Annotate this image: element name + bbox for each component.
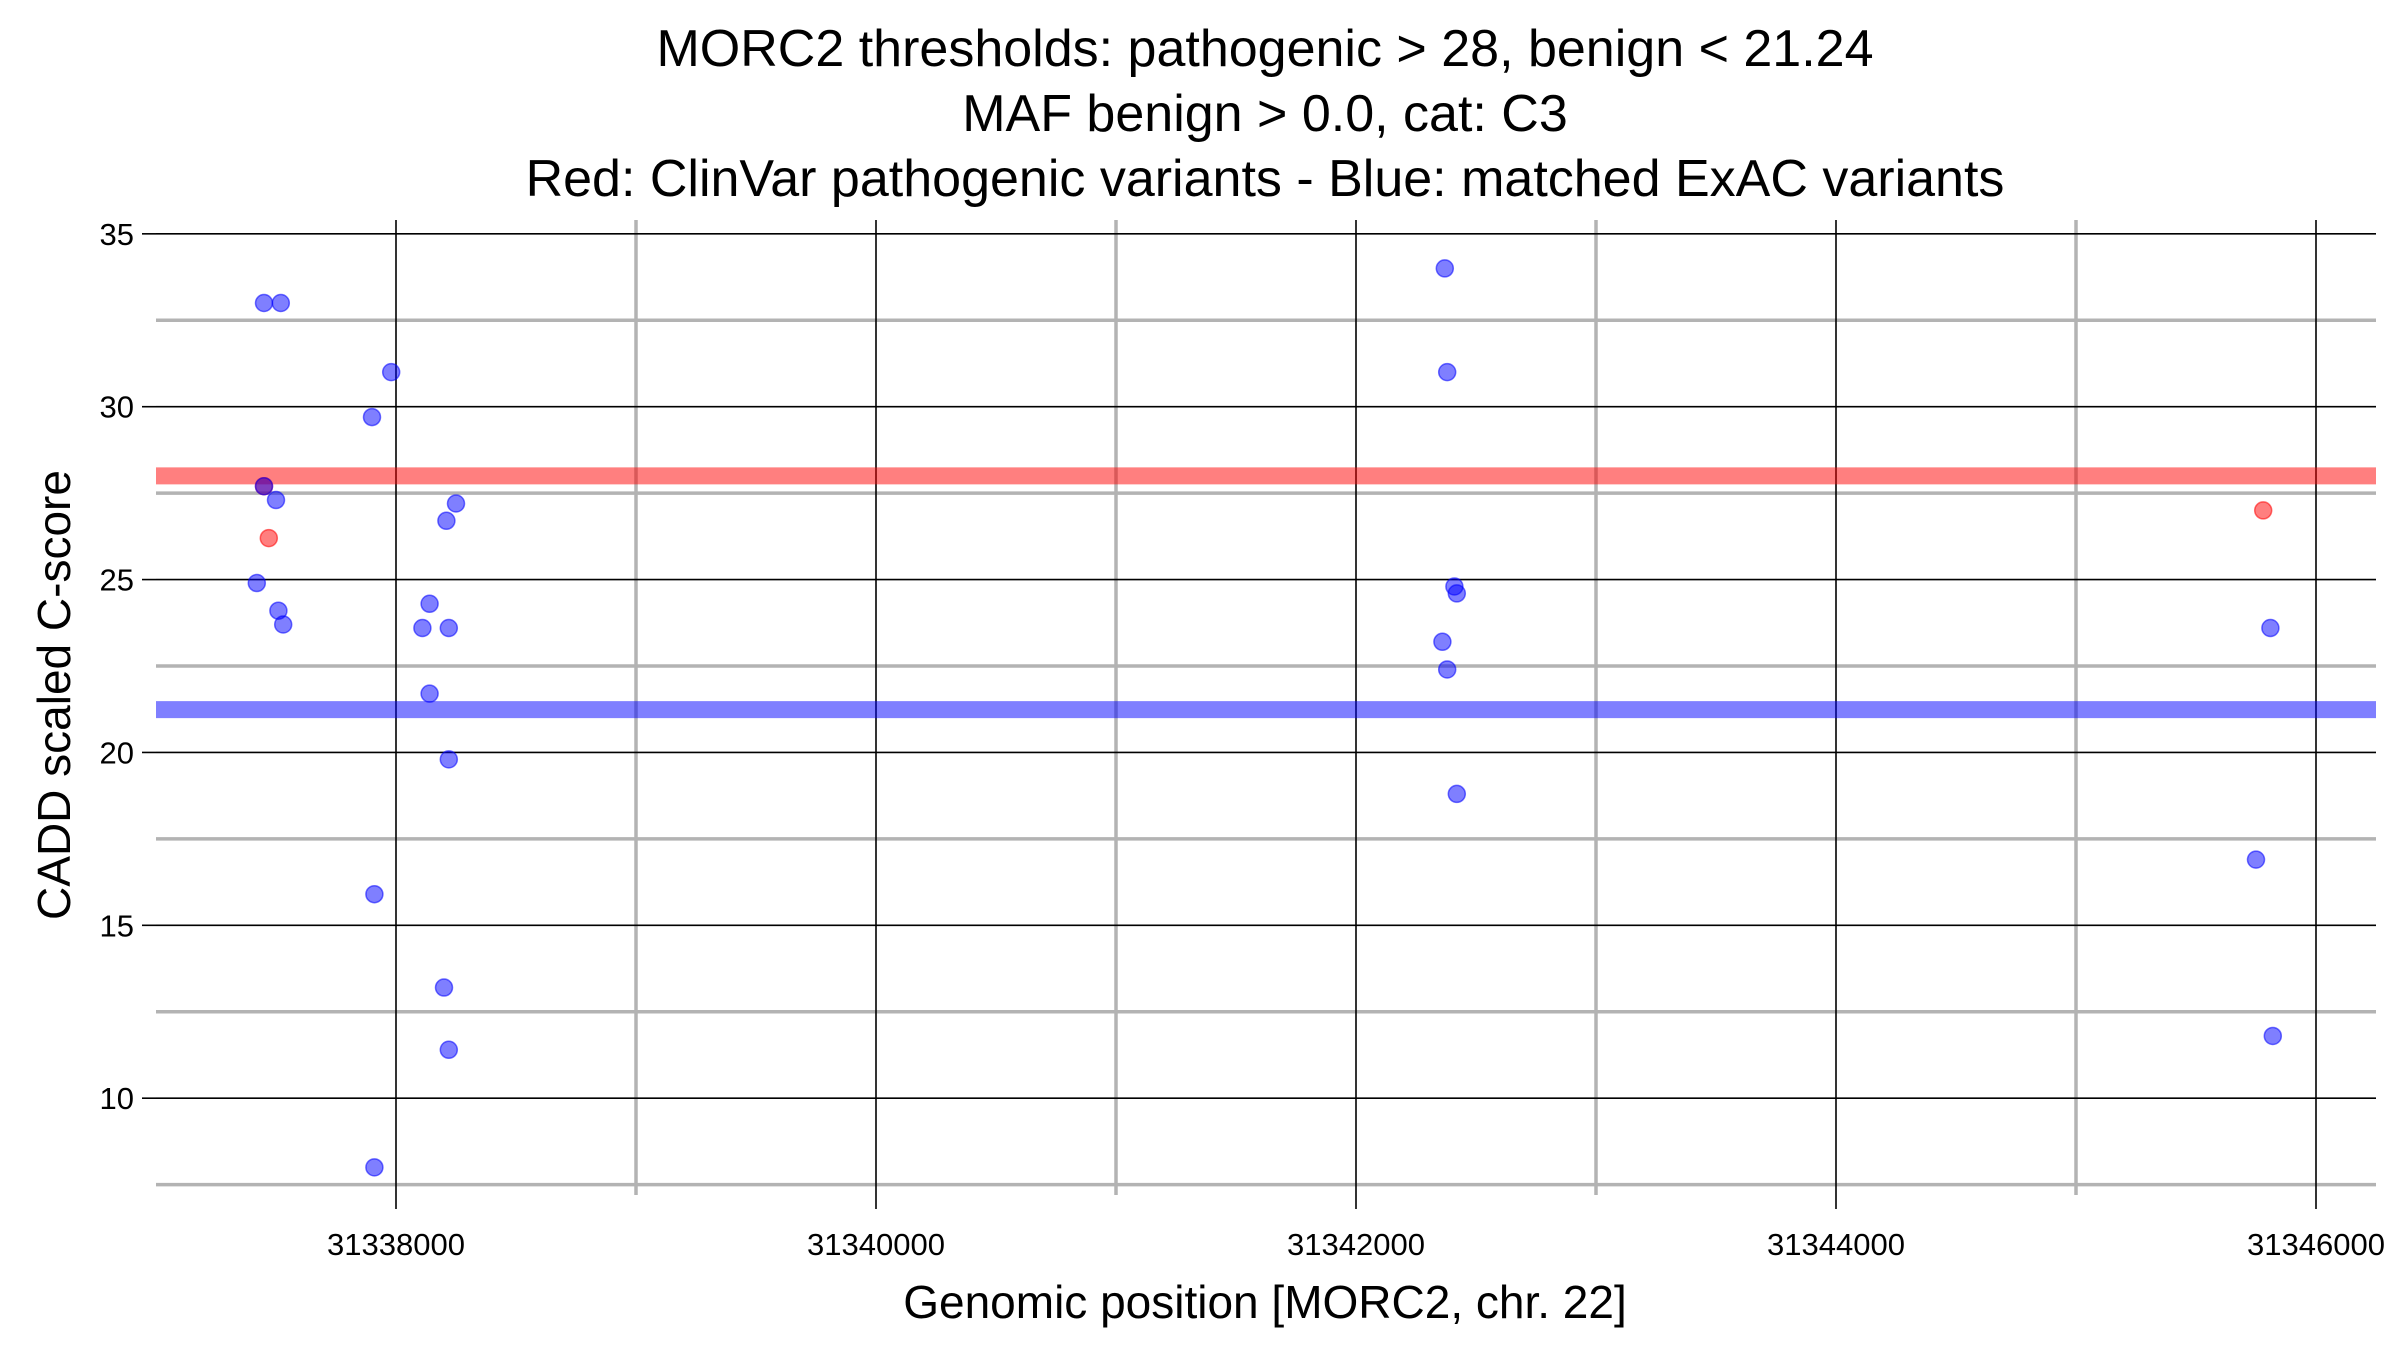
exac-point xyxy=(362,407,382,427)
exac-point xyxy=(439,1040,459,1060)
exac-point xyxy=(1447,584,1467,603)
y-tick-label: 20 xyxy=(100,735,134,770)
exac-point xyxy=(247,573,267,593)
exac-point xyxy=(254,476,274,496)
y-tick-label: 15 xyxy=(100,908,134,943)
exac-point xyxy=(266,490,286,510)
exac-point xyxy=(439,618,459,638)
exac-point xyxy=(446,494,466,513)
x-tick-label: 31344000 xyxy=(1767,1227,1905,1262)
clinvar-point xyxy=(259,528,279,548)
y-tick-label: 10 xyxy=(100,1081,134,1116)
exac-point xyxy=(1447,784,1467,804)
exac-point xyxy=(2263,1026,2283,1046)
title-line-3: Red: ClinVar pathogenic variants - Blue:… xyxy=(526,150,2005,208)
threshold-bands xyxy=(156,467,2376,719)
exac-point xyxy=(1433,632,1452,652)
exac-point xyxy=(1437,362,1457,382)
chart-title: MORC2 thresholds: pathogenic > 28, benig… xyxy=(526,20,2005,208)
exac-point xyxy=(381,362,401,382)
y-tick-label: 35 xyxy=(100,217,134,252)
exac-point xyxy=(365,1158,384,1177)
exac-point xyxy=(271,293,291,313)
exac-point xyxy=(413,618,432,638)
x-axis-label: Genomic position [MORC2, chr. 22] xyxy=(903,1276,1627,1328)
exac-point xyxy=(2261,618,2280,638)
y-tick-label: 30 xyxy=(100,390,134,425)
exac-point xyxy=(420,594,439,614)
exac-point xyxy=(365,884,384,904)
exac-point xyxy=(1437,660,1457,679)
exac-point xyxy=(420,684,439,703)
exac-point xyxy=(1435,259,1455,278)
x-tick-label: 31340000 xyxy=(807,1227,945,1262)
y-axis-label: CADD scaled C-score xyxy=(28,470,80,920)
title-line-1: MORC2 thresholds: pathogenic > 28, benig… xyxy=(656,20,1873,78)
exac-point xyxy=(439,750,459,769)
x-tick-label: 31338000 xyxy=(327,1227,465,1262)
clinvar-point xyxy=(2253,501,2273,520)
title-line-2: MAF benign > 0.0, cat: C3 xyxy=(962,85,1568,143)
x-tick-label: 31346000 xyxy=(2247,1227,2385,1262)
exac-point xyxy=(273,615,293,634)
exac-point xyxy=(434,978,454,997)
axis-ticks: 10 15 20 25 30 35 31338000 31340000 31342000 3134… xyxy=(100,217,2385,1262)
data-points xyxy=(247,259,2283,1177)
exac-point xyxy=(254,293,274,313)
exac-point xyxy=(437,511,456,531)
x-tick-label: 31342000 xyxy=(1287,1227,1425,1262)
y-tick-label: 25 xyxy=(100,563,134,598)
exac-point xyxy=(2246,850,2266,869)
